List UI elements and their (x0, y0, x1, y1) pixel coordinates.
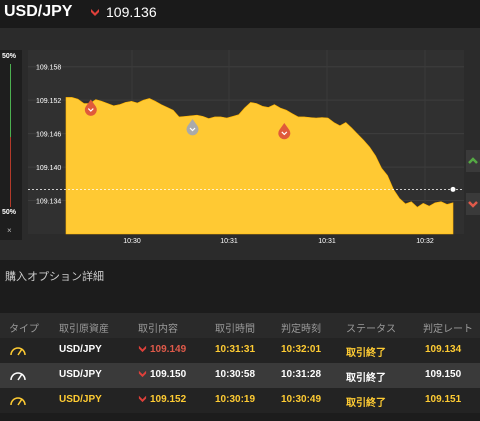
low-side-button[interactable] (466, 193, 480, 215)
y-tick-label: 109.146 (36, 132, 61, 139)
y-tick-label: 109.134 (36, 199, 61, 206)
row-asset: USD/JPY (59, 394, 102, 405)
row-judge-time: 10:30:49 (281, 394, 322, 405)
row-judge-time: 10:32:01 (281, 344, 322, 355)
gauge-top-percent: 50% (2, 53, 17, 60)
x-tick-label: 10:31 (220, 238, 238, 245)
row-status: 取引終了 (346, 373, 386, 384)
col-header-judge-rate: 判定レート (423, 324, 473, 335)
y-tick-label: 109.158 (36, 65, 61, 72)
y-tick-label: 109.140 (36, 165, 61, 172)
gauge-bar-down (10, 137, 11, 207)
currency-pair-title: USD/JPY (4, 3, 73, 20)
current-rate: 109.136 (106, 4, 157, 20)
gauge-bottom-percent: 50% (2, 209, 17, 216)
row-judge-rate: 109.150 (425, 369, 462, 380)
x-tick-label: 10:31 (318, 238, 336, 245)
table-row[interactable]: USD/JPY 109.152 10:30:19 10:30:49 取引終了 1… (0, 388, 480, 413)
x-tick-label: 10:30 (123, 238, 141, 245)
trade-marker (278, 122, 291, 140)
row-status: 取引終了 (346, 348, 386, 359)
down-arrow-icon (138, 345, 147, 353)
table-header: タイプ 取引原資産 取引内容 取引時間 判定時刻 ステータス 判定レート (0, 313, 480, 338)
table-row[interactable]: USD/JPY 109.150 10:30:58 10:31:28 取引終了 1… (0, 363, 480, 388)
price-area (65, 97, 454, 235)
y-tick-label: 109.152 (36, 98, 61, 105)
col-header-judge-time: 判定時刻 (281, 324, 321, 335)
gauge-icon (10, 397, 26, 406)
trade-marker (84, 99, 97, 116)
up-chevron-icon (468, 157, 478, 164)
gauge-bar-up (10, 64, 11, 137)
gauge-icon (10, 347, 26, 356)
down-arrow-icon (138, 395, 147, 403)
col-header-status: ステータス (346, 324, 396, 335)
row-trade-time: 10:31:31 (215, 344, 256, 355)
trade-marker (186, 119, 199, 136)
price-chart: 109.158 109.152 109.146 109.140 109.134 10:3… (28, 50, 464, 245)
row-asset: USD/JPY (59, 344, 102, 355)
down-arrow-icon (138, 370, 147, 378)
col-header-content: 取引内容 (138, 324, 178, 335)
row-judge-rate: 109.134 (425, 344, 462, 355)
row-status: 取引終了 (346, 398, 386, 409)
x-tick-label: 10:32 (416, 238, 434, 245)
row-content: 109.152 (138, 394, 186, 405)
row-judge-time: 10:31:28 (281, 369, 322, 380)
current-rate-dot (450, 186, 456, 192)
sentiment-gauge: 50% 50% × (0, 50, 22, 240)
row-trade-time: 10:30:58 (215, 369, 256, 380)
high-side-button[interactable] (466, 150, 480, 172)
row-trade-time: 10:30:19 (215, 394, 256, 405)
col-header-trade-time: 取引時間 (215, 324, 255, 335)
row-asset: USD/JPY (59, 369, 102, 380)
col-header-type: タイプ (9, 324, 39, 335)
gauge-icon (10, 372, 26, 381)
top-header: USD/JPY 109.136 (0, 0, 480, 28)
col-header-asset: 取引原資産 (59, 324, 109, 335)
row-judge-rate: 109.151 (425, 394, 462, 405)
down-chevron-icon (468, 201, 478, 208)
purchase-detail-title: 購入オプション詳細 (5, 271, 104, 283)
table-row[interactable]: USD/JPY 109.149 10:31:31 10:32:01 取引終了 1… (0, 338, 480, 363)
close-icon[interactable]: × (7, 226, 12, 235)
down-arrow-icon (91, 9, 99, 16)
row-content: 109.150 (138, 369, 186, 380)
row-content: 109.149 (138, 344, 186, 355)
